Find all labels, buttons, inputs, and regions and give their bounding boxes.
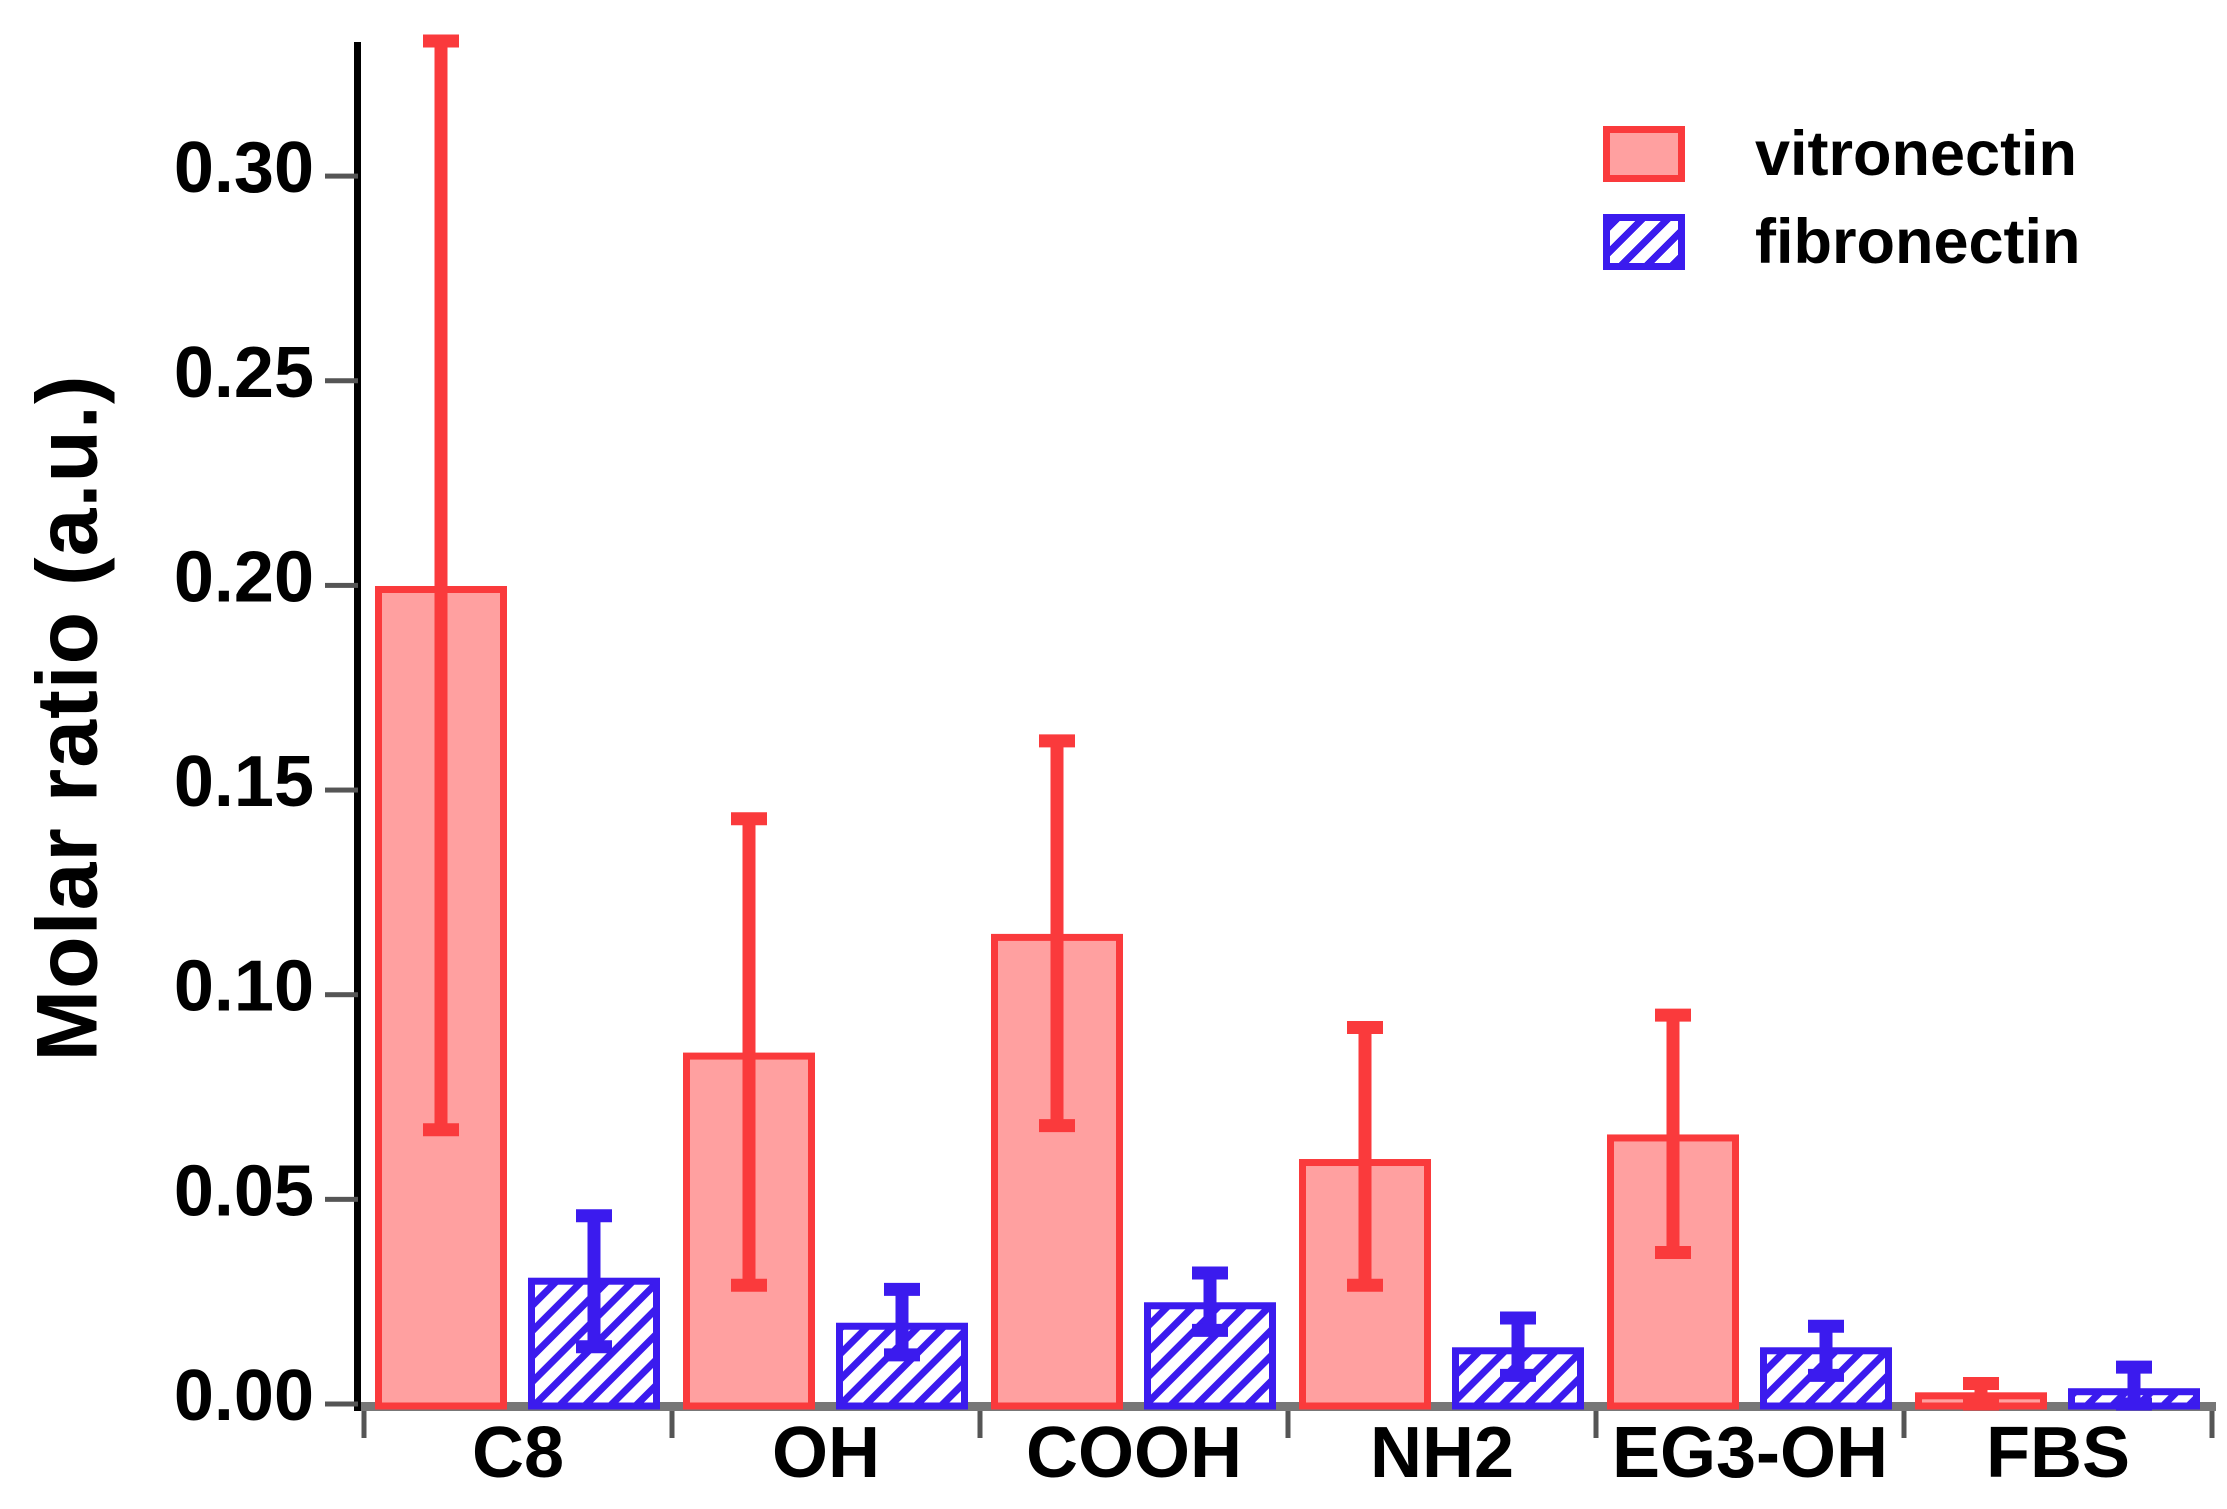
y-tick bbox=[325, 787, 358, 793]
y-tick-label: 0.30 bbox=[174, 128, 314, 208]
errorbar-fibronectin-COOH bbox=[1192, 1266, 1228, 1337]
x-category-label: COOH bbox=[1026, 1413, 1242, 1493]
x-tick bbox=[1285, 1411, 1291, 1438]
y-tick bbox=[325, 173, 358, 179]
x-category-label: C8 bbox=[472, 1413, 564, 1493]
y-tick bbox=[325, 1401, 358, 1407]
errorbar-fibronectin-C8 bbox=[576, 1209, 612, 1354]
legend-item-fibronectin: fibronectin bbox=[1603, 207, 2081, 277]
legend-label-vitronectin: vitronectin bbox=[1755, 119, 2078, 189]
errorbar-vitronectin-COOH bbox=[1039, 734, 1075, 1133]
errorbar-fibronectin-OH bbox=[884, 1282, 920, 1362]
errorbar-fibronectin-EG3-OH bbox=[1808, 1319, 1844, 1382]
y-tick-label: 0.15 bbox=[174, 742, 314, 822]
y-tick-label: 0.05 bbox=[174, 1151, 314, 1231]
x-tick bbox=[1593, 1411, 1599, 1438]
y-tick bbox=[325, 378, 358, 384]
errorbar-fibronectin-FBS bbox=[2116, 1360, 2152, 1411]
x-axis-line bbox=[354, 1402, 2216, 1411]
errorbar-vitronectin-NH2 bbox=[1347, 1020, 1383, 1292]
x-tick bbox=[1901, 1411, 1907, 1438]
x-category-label: OH bbox=[772, 1413, 880, 1493]
errorbar-vitronectin-C8 bbox=[423, 34, 459, 1137]
errorbar-fibronectin-NH2 bbox=[1500, 1311, 1536, 1382]
vitronectin-swatch-icon bbox=[1603, 126, 1685, 182]
y-tick bbox=[325, 582, 358, 588]
fibronectin-swatch-icon bbox=[1603, 214, 1685, 270]
x-category-label: FBS bbox=[1986, 1413, 2130, 1493]
x-tick bbox=[977, 1411, 983, 1438]
y-axis-title: Molar ratio (a.u.) bbox=[19, 374, 116, 1062]
x-tick bbox=[669, 1411, 675, 1438]
legend-label-fibronectin: fibronectin bbox=[1755, 207, 2081, 277]
x-category-label: EG3-OH bbox=[1612, 1413, 1888, 1493]
legend-item-vitronectin: vitronectin bbox=[1603, 119, 2078, 189]
y-tick-label: 0.25 bbox=[174, 333, 314, 413]
errorbar-vitronectin-OH bbox=[731, 812, 767, 1292]
y-tick-label: 0.00 bbox=[174, 1356, 314, 1436]
y-tick bbox=[325, 1196, 358, 1202]
y-tick-label: 0.10 bbox=[174, 947, 314, 1027]
y-tick-label: 0.20 bbox=[174, 537, 314, 617]
errorbar-vitronectin-FBS bbox=[1963, 1377, 1999, 1411]
x-category-label: NH2 bbox=[1370, 1413, 1514, 1493]
x-tick bbox=[361, 1411, 367, 1438]
y-axis-line bbox=[354, 42, 361, 1411]
errorbar-vitronectin-EG3-OH bbox=[1655, 1008, 1691, 1260]
x-tick bbox=[2209, 1411, 2215, 1438]
y-tick bbox=[325, 992, 358, 998]
